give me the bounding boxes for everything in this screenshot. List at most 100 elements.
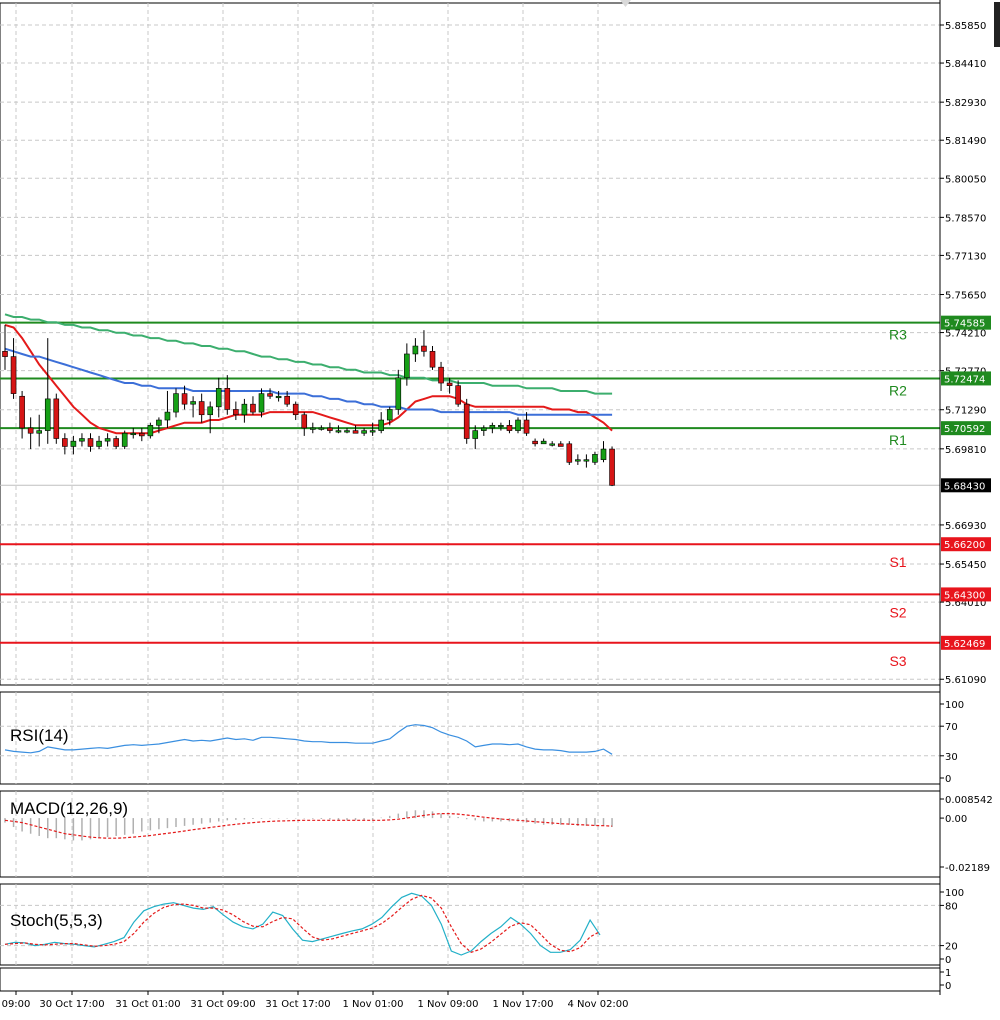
- price-tick-label: 5.71290: [945, 406, 986, 417]
- price-tick-label: 5.80050: [945, 174, 986, 185]
- candle-body: [53, 398, 60, 439]
- indicator-tick-label: 100: [945, 888, 964, 899]
- panel-frame: [0, 883, 941, 966]
- indicator-tick-label: 30: [945, 752, 958, 763]
- level-price-box: [941, 421, 991, 436]
- candle-body: [540, 440, 547, 445]
- price-tick-label: 5.78570: [945, 213, 986, 224]
- candle-body: [480, 427, 487, 431]
- candle-body: [275, 395, 282, 399]
- indicator-tick-label: 80: [945, 901, 958, 912]
- price-tick-label: 5.74210: [945, 329, 986, 340]
- candlesticks: [2, 324, 615, 487]
- candle-body: [224, 388, 231, 410]
- level-label-r3: R3: [889, 327, 907, 343]
- candle-body: [446, 382, 453, 386]
- candle-body: [489, 425, 496, 429]
- candle-body: [523, 419, 530, 434]
- candle-body: [421, 345, 427, 352]
- price-tick-label: 5.61090: [945, 675, 986, 686]
- time-tick-label: 09:00: [2, 999, 31, 1010]
- price-tick-label: 5.66930: [945, 521, 986, 532]
- candle-body: [87, 438, 94, 447]
- candle-body: [284, 395, 290, 405]
- indicator-panels: [0, 724, 940, 956]
- candle-body: [2, 351, 8, 357]
- level-price-box: [941, 537, 991, 552]
- price-tick-label: 5.84410: [945, 59, 986, 70]
- price-tick-label: 5.81490: [945, 136, 986, 147]
- candle-body: [121, 432, 128, 447]
- moving-average-line: [4, 323, 613, 435]
- level-label-r1: R1: [889, 432, 907, 448]
- candle-body: [173, 393, 179, 413]
- candle-body: [386, 409, 393, 421]
- candle-body: [463, 403, 470, 439]
- scrollbar-thumb[interactable]: [994, 2, 1000, 47]
- time-tick-label: 1 Nov 17:00: [492, 999, 553, 1010]
- time-tick-label: 4 Nov 02:00: [567, 999, 628, 1010]
- candle-body: [549, 443, 556, 446]
- price-tick-label: 5.82930: [945, 98, 986, 109]
- candle-body: [506, 425, 513, 431]
- indicator-tick-label: 1: [945, 968, 951, 979]
- candle-body: [609, 448, 615, 486]
- candle-body: [44, 398, 51, 431]
- level-price-box: [941, 635, 991, 650]
- candle-body: [455, 385, 461, 405]
- candle-body: [352, 430, 359, 434]
- moving-averages: [4, 313, 613, 435]
- candle-body: [207, 406, 213, 416]
- price-tick-label: 5.65450: [945, 560, 986, 571]
- price-tick-label: 5.85850: [945, 21, 986, 32]
- candle-body: [10, 356, 17, 394]
- candle-body: [36, 430, 43, 434]
- candle-body: [395, 377, 402, 410]
- candle-body: [429, 351, 436, 368]
- candle-body: [215, 388, 222, 408]
- candle-body: [412, 345, 419, 355]
- rsi-title: RSI(14): [10, 726, 69, 745]
- candle-body: [62, 438, 68, 447]
- current-price-label: 5.68430: [944, 481, 985, 492]
- candle-body: [327, 427, 333, 431]
- candle-body: [369, 430, 376, 433]
- price-tick-label: 5.77130: [945, 251, 986, 262]
- chart-shift-marker[interactable]: [620, 0, 631, 7]
- candle-body: [198, 401, 205, 416]
- candle-body: [250, 403, 256, 413]
- candle-body: [292, 403, 299, 416]
- level-label-s3: S3: [889, 653, 906, 669]
- candle-body: [361, 430, 367, 434]
- price-tick-label: 5.75650: [945, 291, 986, 302]
- pivot-levels: R3 R2 R1 S1 S2 S3: [0, 321, 940, 669]
- candle-body: [557, 443, 564, 447]
- level-price-label: 5.62469: [944, 639, 985, 650]
- candle-body: [472, 430, 479, 439]
- panel-frame: [0, 2, 941, 686]
- indicator-tick-label: 0.008542: [945, 795, 993, 806]
- candle-body: [241, 403, 248, 416]
- level-price-label: 5.66200: [944, 540, 985, 551]
- current-price-box: [941, 478, 991, 493]
- price-tick-label: 5.69810: [945, 445, 986, 456]
- candle-body: [164, 411, 171, 421]
- candle-body: [104, 438, 111, 442]
- indicator-tick-label: -0.02189: [945, 863, 990, 874]
- candle-body: [27, 427, 34, 434]
- candle-body: [301, 414, 308, 429]
- stoch-signal-line: [4, 894, 601, 953]
- candle-body: [190, 401, 196, 405]
- stoch-main-line: [4, 892, 601, 956]
- level-label-r2: R2: [889, 382, 907, 398]
- candle-body: [267, 393, 273, 397]
- candle-body: [156, 419, 162, 426]
- time-tick-label: 31 Oct 09:00: [190, 999, 255, 1010]
- chart-labels: RSI(14) MACD(12,26,9) Stoch(5,5,3): [10, 726, 128, 930]
- candle-body: [147, 425, 154, 437]
- moving-average-line: [4, 313, 613, 395]
- level-price-box: [941, 315, 991, 330]
- level-label-s1: S1: [889, 554, 906, 570]
- panel-frame: [0, 691, 941, 785]
- candle-body: [233, 409, 239, 416]
